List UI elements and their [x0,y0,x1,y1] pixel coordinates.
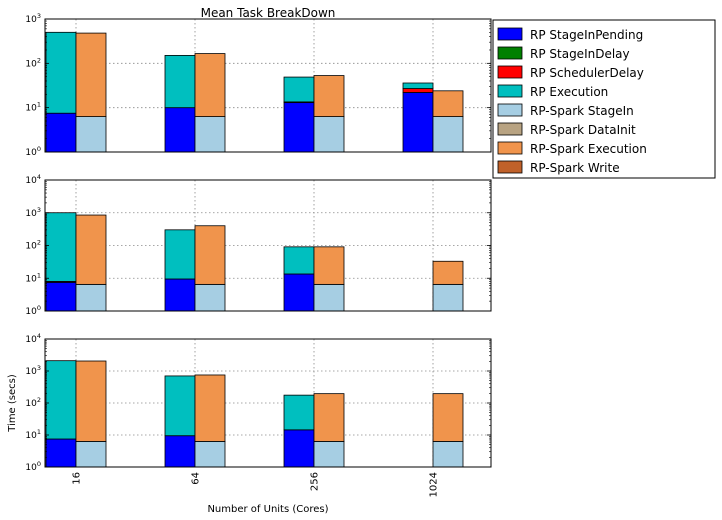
y-tick-label: 100 [25,145,41,158]
bar-rp-256-rp-stageinpending [283,273,315,312]
bar-spark-16-rp-spark-stagein [75,116,107,153]
bar-spark-256-rp-spark-execution [313,393,345,442]
bar-rp-64-rp-execution [164,54,196,109]
bar-spark-256-rp-spark-stagein [313,441,345,468]
bar-rp-256-rp-execution [283,394,315,431]
legend-box [492,19,716,179]
legend-label-rp-execution: RP Execution [530,85,608,99]
bar-rp-1024-rp-stageinpending [402,92,434,153]
panel-1: 100 101 102 103 [25,12,492,158]
panel-2: 100 101 102 103 104 [25,173,492,317]
legend-label-rp-spark-execution: RP-Spark Execution [530,142,647,156]
legend-swatch-rp-stageinpending [497,27,523,41]
y-tick-label: 100 [25,304,41,317]
legend-label-rp-spark-write: RP-Spark Write [530,161,620,175]
bar-rp-16-rp-stageinpending [45,438,77,468]
bar-spark-1024-rp-spark-execution [432,260,464,285]
legend-swatch-rp-execution [497,84,523,98]
bar-spark-1024-rp-spark-stagein [432,441,464,468]
legend-swatch-rp-spark-write [497,160,523,174]
legend-label-rp-spark-stagein: RP-Spark StageIn [530,104,634,118]
legend-label-rp-stageindelay: RP StageInDelay [530,47,630,61]
y-tick-label: 103 [25,12,41,25]
bar-spark-16-rp-spark-execution [75,214,107,285]
bar-spark-64-rp-spark-stagein [194,283,226,312]
legend-swatch-rp-stageindelay [497,46,523,60]
panel-3: 100 101 102 103 104 [25,332,492,473]
panel-frame [44,338,492,468]
bar-spark-16-rp-spark-execution [75,32,107,117]
bar-spark-256-rp-spark-execution [313,75,345,117]
x-tick-label-1024: 1024 [429,472,440,497]
y-tick-label: 100 [25,460,41,473]
bar-spark-16-rp-spark-execution [75,360,107,442]
bar-rp-64-rp-execution [164,375,196,437]
x-tick-label-64: 64 [191,472,202,485]
bar-spark-256-rp-spark-execution [313,246,345,285]
y-tick-label: 103 [25,206,41,219]
bar-spark-16-rp-spark-stagein [75,441,107,468]
bar-spark-256-rp-spark-stagein [313,283,345,312]
bar-rp-16-rp-execution [45,31,77,114]
bar-rp-64-rp-stageinpending [164,435,196,468]
legend-label-rp-stageinpending: RP StageInPending [530,28,643,42]
bar-rp-64-rp-execution [164,229,196,280]
bar-rp-256-rp-stageinpending [283,429,315,468]
bar-rp-64-rp-stageinpending [164,278,196,312]
bar-spark-1024-rp-spark-stagein [432,283,464,312]
y-tick-label: 102 [25,396,41,409]
x-axis-label: Number of Units (Cores) [207,504,328,515]
chart-panels: 1001011021031001011021031041001011021031… [25,12,492,497]
x-tick-label-256: 256 [310,472,321,491]
y-tick-label: 101 [25,271,41,284]
bar-rp-256-rp-execution [283,76,315,103]
bar-spark-64-rp-spark-stagein [194,116,226,153]
legend-swatch-rp-spark-stagein [497,103,523,117]
y-tick-label: 104 [25,332,41,345]
bar-rp-256-rp-execution [283,246,315,275]
y-tick-label: 102 [25,56,41,69]
bar-rp-16-rp-execution [45,360,77,440]
legend-label-rp-spark-datainit: RP-Spark DataInit [530,123,636,137]
bar-rp-16-rp-stageinpending [45,112,77,153]
bar-spark-1024-rp-spark-stagein [432,116,464,153]
bar-spark-64-rp-spark-stagein [194,441,226,468]
y-tick-label: 101 [25,428,41,441]
y-tick-label: 103 [25,364,41,377]
legend-swatch-rp-spark-datainit [497,122,523,136]
bar-spark-16-rp-spark-stagein [75,283,107,312]
bar-spark-64-rp-spark-execution [194,225,226,285]
panel-frame [44,179,492,312]
legend-swatch-rp-spark-execution [497,141,523,155]
bar-rp-1024-rp-execution [402,82,434,89]
y-axis-label: Time (secs) [7,374,18,433]
bar-rp-1024-rp-schedulerdelay [402,88,434,93]
bar-rp-16-rp-stageinpending [45,281,77,312]
y-tick-label: 102 [25,239,41,252]
bar-spark-64-rp-spark-execution [194,53,226,117]
y-tick-label: 101 [25,101,41,114]
chart-legend: RP StageInPending RP StageInDelay RP Sched… [492,19,716,179]
panel-frame [44,18,492,153]
bar-spark-1024-rp-spark-execution [432,90,464,117]
bar-spark-64-rp-spark-execution [194,374,226,442]
y-tick-label: 104 [25,173,41,186]
bar-rp-16-rp-execution [45,212,77,282]
x-tick-label-16: 16 [72,472,83,485]
bar-spark-256-rp-spark-stagein [313,116,345,153]
legend-swatch-rp-schedulerdelay [497,65,523,79]
bar-spark-1024-rp-spark-execution [432,393,464,442]
chart-title: Mean Task BreakDown [201,6,336,20]
bar-rp-256-rp-stageinpending [283,102,315,153]
legend-label-rp-schedulerdelay: RP SchedulerDelay [530,66,644,80]
bar-rp-64-rp-stageinpending [164,107,196,153]
